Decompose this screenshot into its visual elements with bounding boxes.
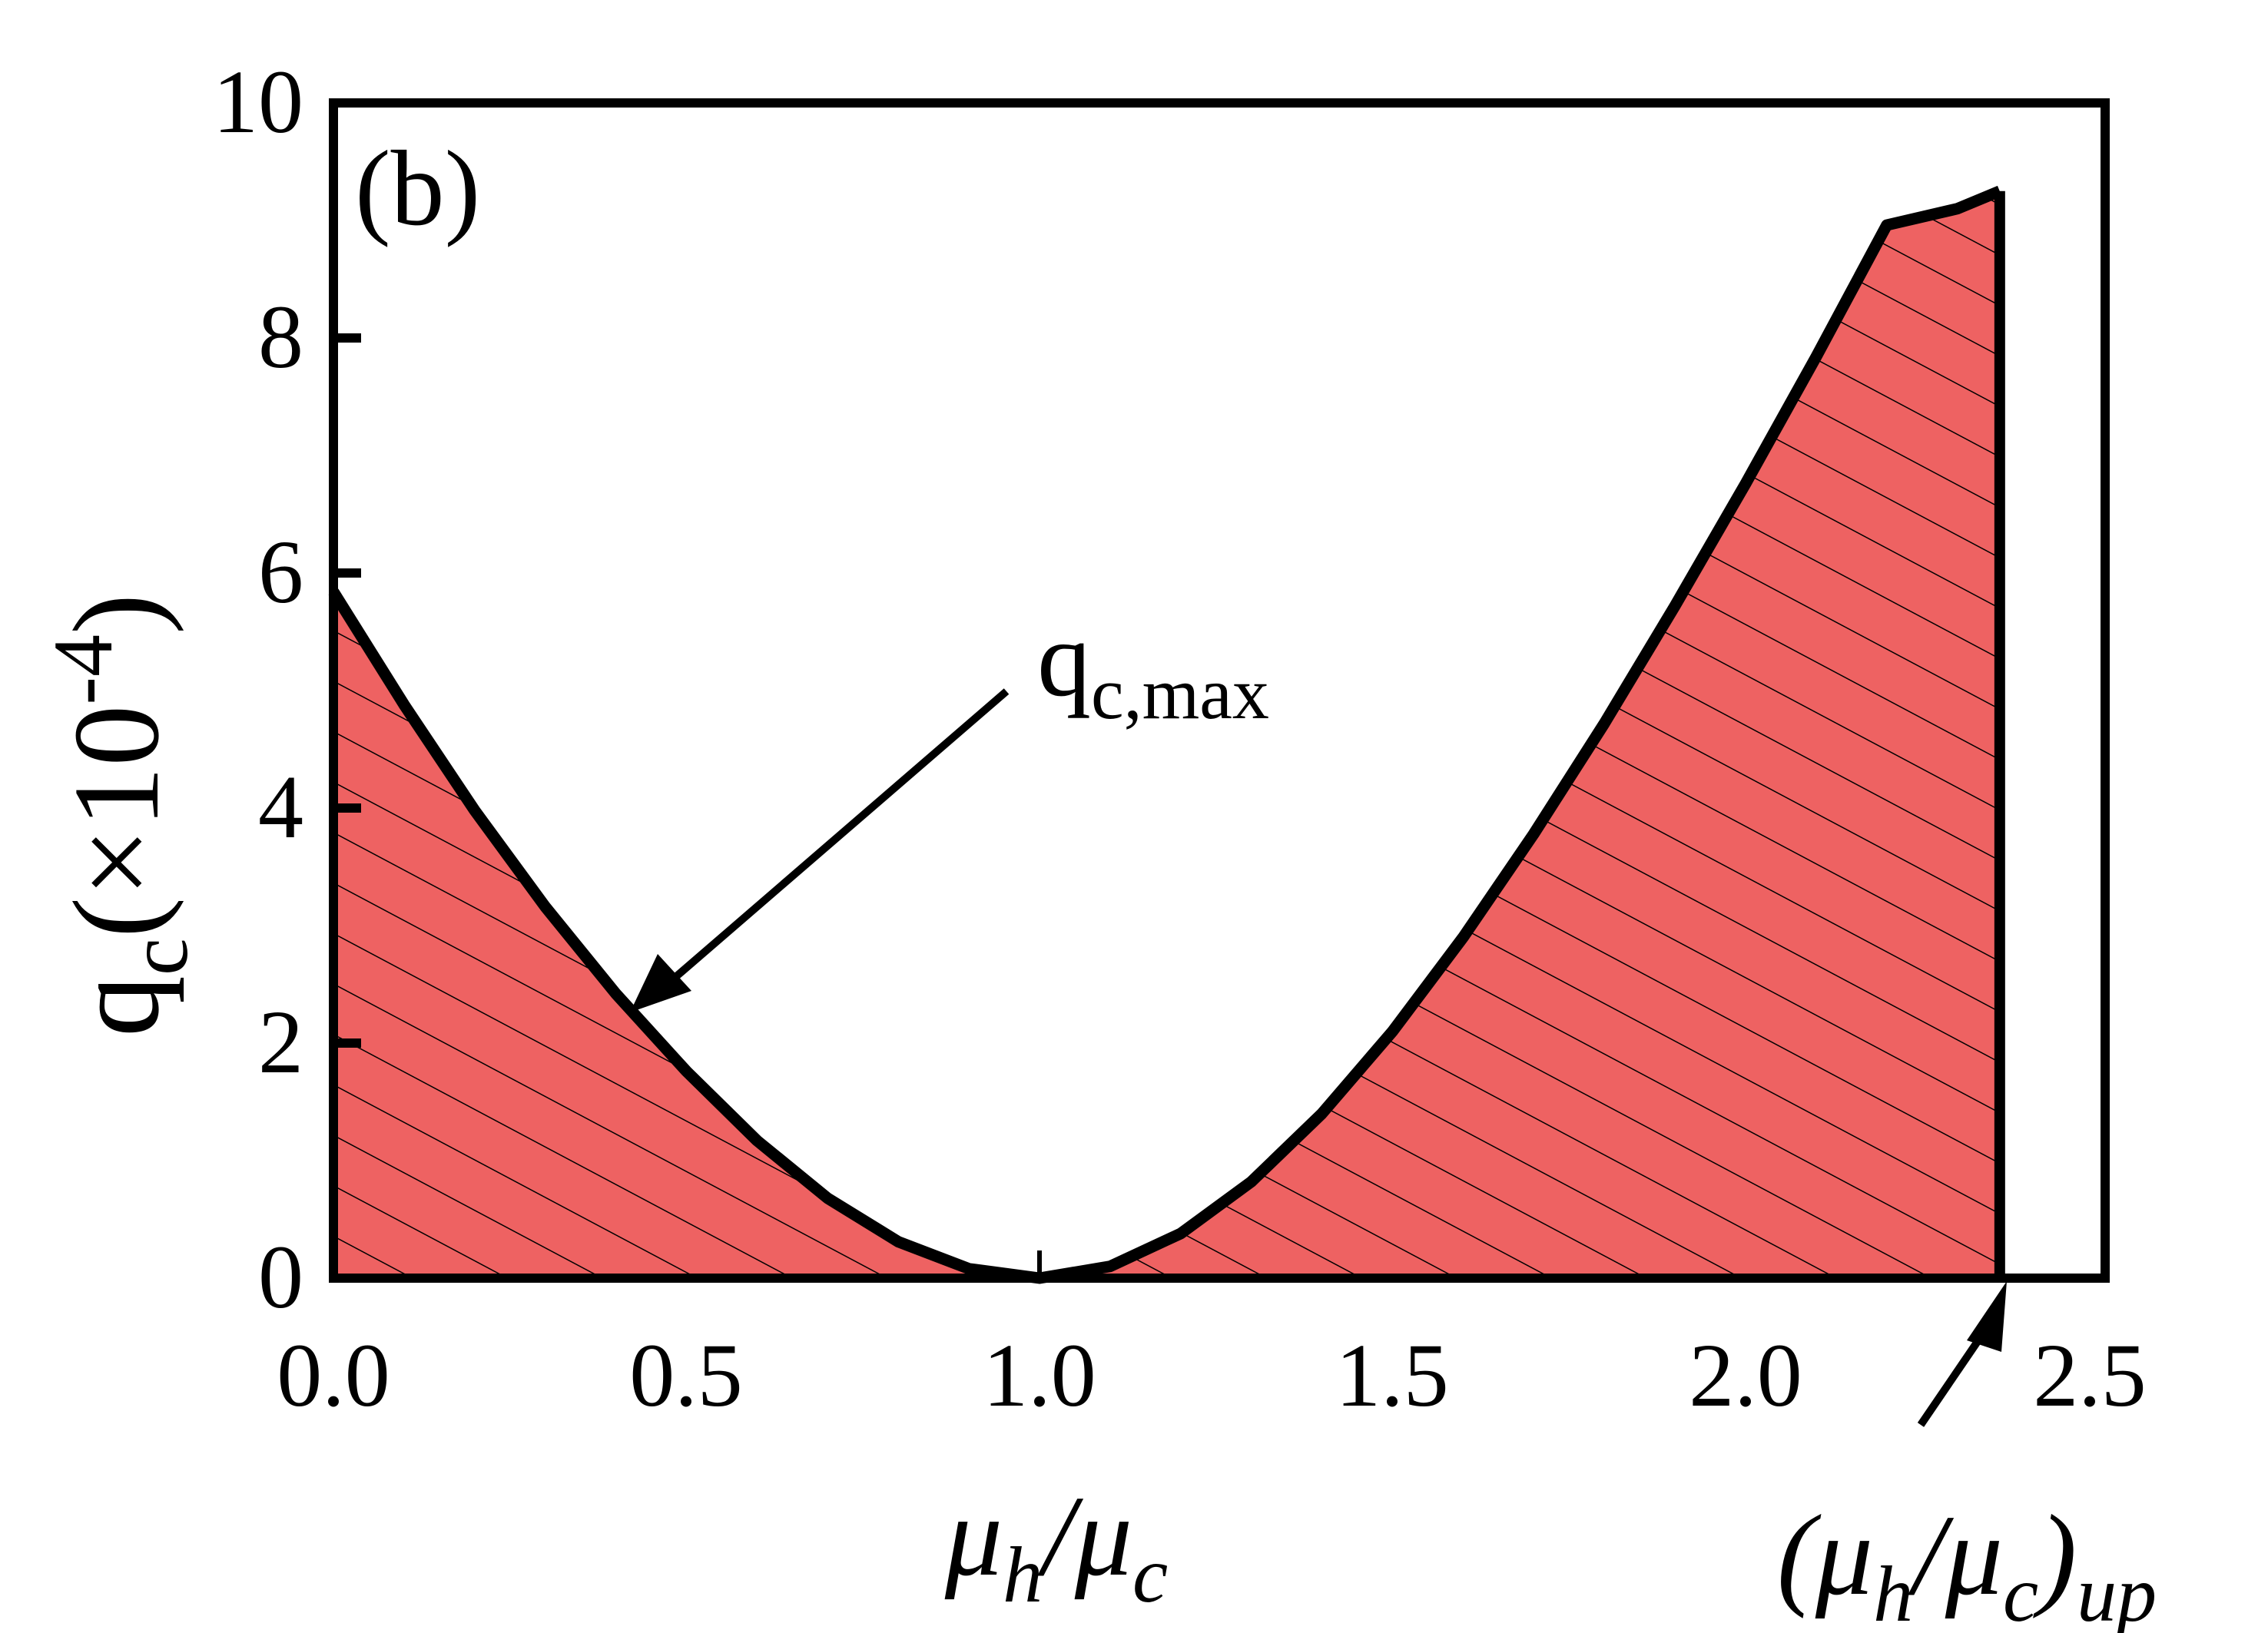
- y-tick-labels: 0 2 4 6 8 10: [213, 51, 303, 1327]
- y-ticks: [333, 333, 361, 1048]
- x-axis-label: μh/μc: [944, 1472, 1168, 1619]
- x-tick-2.5: 2.5: [2033, 1325, 2147, 1426]
- annotation-label: qc,max: [1037, 600, 1269, 734]
- x-tick-0.5: 0.5: [629, 1325, 743, 1426]
- y-tick-6: 6: [258, 522, 303, 622]
- annotation-arrow-shaft: [665, 688, 1010, 986]
- x-tick-1.5: 1.5: [1335, 1325, 1449, 1426]
- y-tick-8: 8: [258, 287, 303, 387]
- y-tick-4: 4: [258, 757, 303, 857]
- x-tick-0.0: 0.0: [277, 1325, 390, 1426]
- y-tick-2: 2: [258, 992, 303, 1092]
- x-tick-2.0: 2.0: [1689, 1325, 1802, 1426]
- upper-limit-arrow-head: [1967, 1281, 2007, 1352]
- y-tick-0: 0: [258, 1227, 303, 1327]
- upper-limit-label: (μh/μc)up: [1777, 1492, 2157, 1633]
- x-tick-labels: 0.0 0.5 1.0 1.5 2.0 2.5: [277, 1325, 2147, 1426]
- x-tick-1.0: 1.0: [983, 1325, 1096, 1426]
- y-tick-10: 10: [213, 51, 303, 152]
- hatched-area: [333, 190, 2000, 1278]
- y-axis-label: qc(×10-4): [36, 594, 205, 1037]
- plot-frame: [329, 98, 2110, 1283]
- qc-max-curve: [328, 185, 2002, 1284]
- panel-label: (b): [355, 129, 480, 248]
- annotation-arrow-head: [630, 954, 691, 1012]
